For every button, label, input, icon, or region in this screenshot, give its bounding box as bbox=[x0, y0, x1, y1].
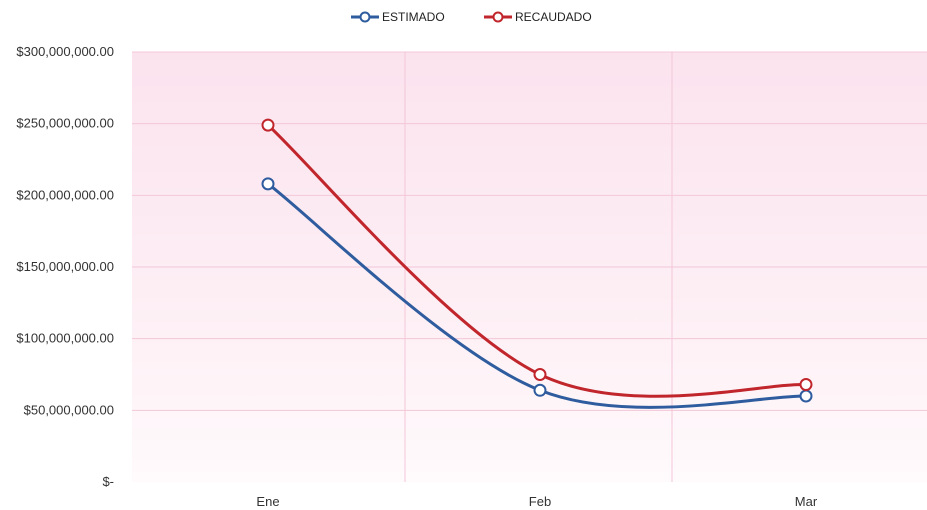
x-axis-tick-labels: Ene Feb Mar bbox=[256, 494, 817, 509]
series-markers bbox=[261, 118, 813, 403]
series-line-recaudado bbox=[266, 123, 808, 398]
data-point-estimado bbox=[799, 389, 813, 403]
y-axis-tick-labels: $- $50,000,000.00 $100,000,000.00 $150,000,… bbox=[16, 44, 114, 489]
legend-marker-swatch bbox=[492, 11, 504, 23]
y-tick-label: $100,000,000.00 bbox=[16, 331, 114, 346]
y-tick-label: $50,000,000.00 bbox=[24, 402, 114, 417]
gridlines bbox=[132, 51, 927, 482]
y-tick-label: $200,000,000.00 bbox=[16, 187, 114, 202]
data-point-recaudado bbox=[261, 118, 275, 132]
legend-marker-swatch bbox=[359, 11, 371, 23]
y-tick-label: $250,000,000.00 bbox=[16, 116, 114, 131]
legend-label: ESTIMADO bbox=[382, 10, 445, 24]
legend-label: RECAUDADO bbox=[515, 10, 592, 24]
y-tick-label: $- bbox=[102, 474, 114, 489]
data-point-estimado bbox=[533, 383, 547, 397]
legend-item-estimado: ESTIMADO bbox=[351, 10, 445, 24]
data-point-recaudado bbox=[533, 368, 547, 381]
y-tick-label: $300,000,000.00 bbox=[16, 44, 114, 59]
x-tick-label: Feb bbox=[529, 494, 551, 509]
data-point-recaudado bbox=[799, 378, 813, 392]
x-tick-label: Ene bbox=[256, 494, 279, 509]
legend-item-recaudado: RECAUDADO bbox=[484, 10, 592, 24]
x-tick-label: Mar bbox=[795, 494, 818, 509]
legend: ESTIMADO RECAUDADO bbox=[351, 10, 592, 24]
data-point-estimado bbox=[261, 177, 275, 191]
y-tick-label: $150,000,000.00 bbox=[16, 259, 114, 274]
